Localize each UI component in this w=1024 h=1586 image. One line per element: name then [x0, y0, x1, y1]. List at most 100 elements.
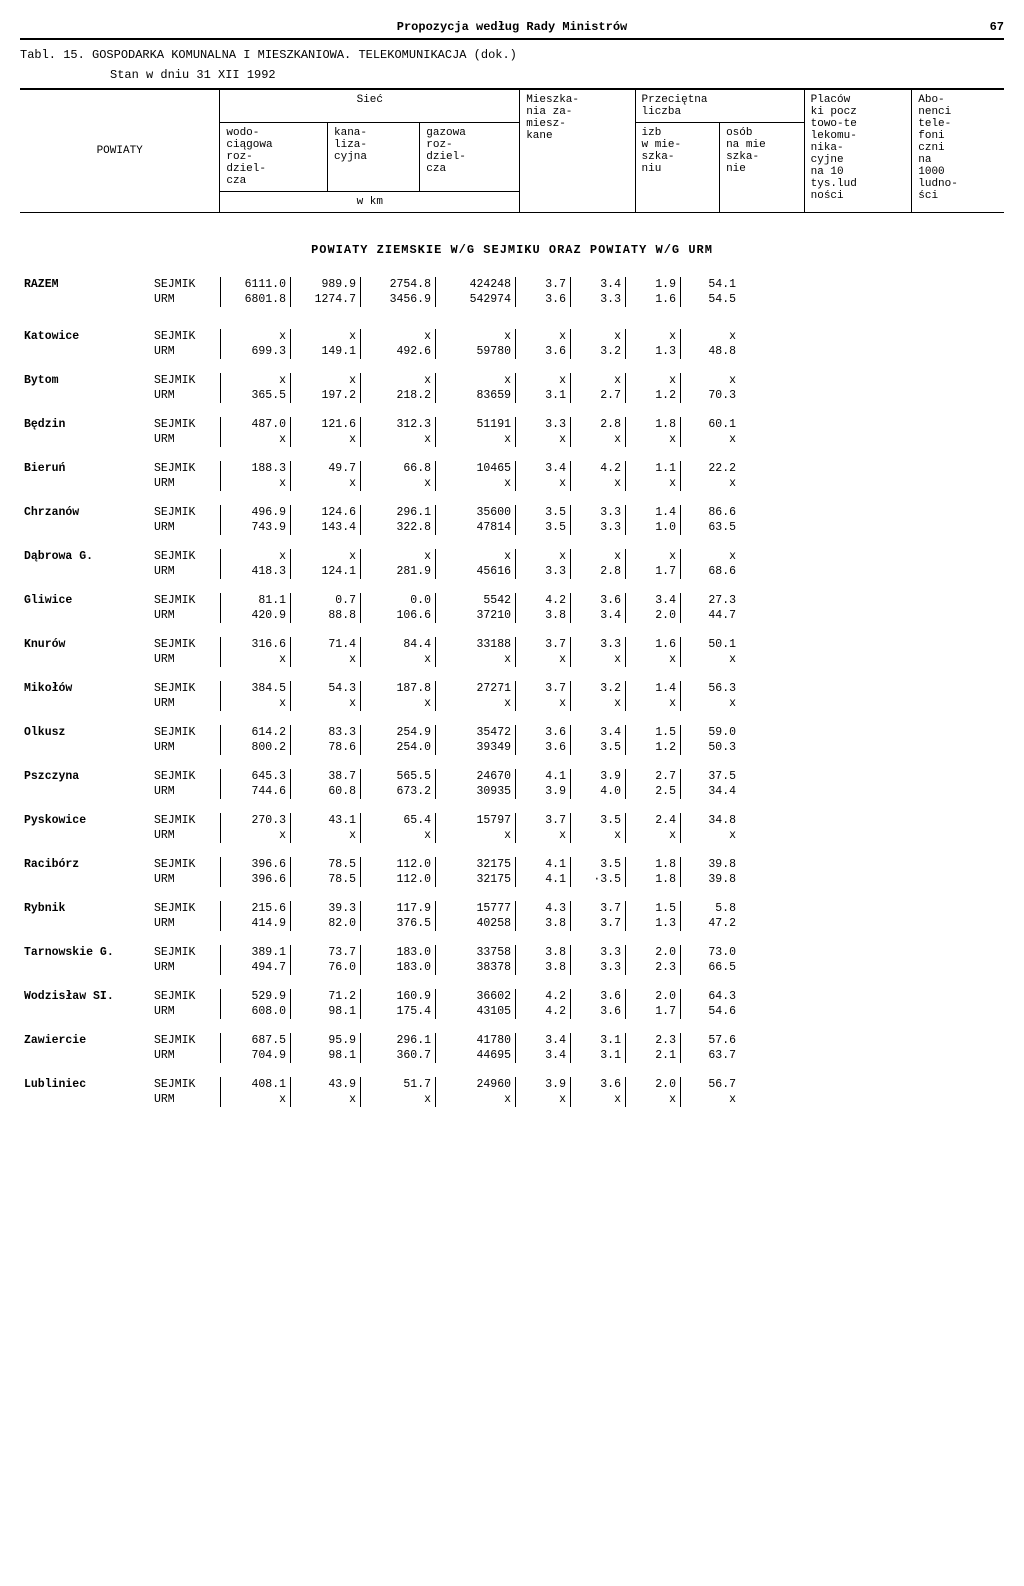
row-spacer [20, 1063, 740, 1077]
hdr-izb: izb w mie- szka- niu [635, 123, 720, 213]
row-name-empty [20, 564, 150, 579]
data-cell: 743.9 [220, 520, 290, 535]
page-title: Propozycja według Rady Ministrów [60, 20, 964, 34]
data-cell: 83.3 [290, 725, 360, 740]
row-name: Katowice [20, 329, 150, 344]
row-spacer [20, 755, 740, 769]
data-cell: 3.3 [570, 292, 625, 307]
data-cell: 3.1 [515, 388, 570, 403]
data-cell: 48.8 [680, 344, 740, 359]
hdr-kana: kana- liza- cyjna [328, 123, 420, 192]
data-cell: x [220, 373, 290, 388]
data-cell: 56.3 [680, 681, 740, 696]
hdr-osob: osób na mie szka- nie [720, 123, 805, 213]
data-cell: 487.0 [220, 417, 290, 432]
data-cell: x [515, 373, 570, 388]
data-cell: x [290, 549, 360, 564]
data-cell: 296.1 [360, 1033, 435, 1048]
data-cell: 78.6 [290, 740, 360, 755]
data-cell: 34.8 [680, 813, 740, 828]
data-cell: 39349 [435, 740, 515, 755]
row-spacer [20, 975, 740, 989]
data-cell: 47814 [435, 520, 515, 535]
data-cell: 88.8 [290, 608, 360, 623]
variant-label: URM [150, 564, 220, 579]
data-cell: 1.8 [625, 417, 680, 432]
data-cell: 3.3 [570, 945, 625, 960]
data-cell: x [435, 373, 515, 388]
row-name: RAZEM [20, 277, 150, 292]
data-cell: x [515, 696, 570, 711]
data-cell: x [290, 1092, 360, 1107]
data-cell: 84.4 [360, 637, 435, 652]
data-cell: 3.1 [570, 1048, 625, 1063]
table-caption-1: Tabl. 15. GOSPODARKA KOMUNALNA I MIESZKA… [20, 48, 1004, 62]
data-cell: x [515, 1092, 570, 1107]
row-name: Mikołów [20, 681, 150, 696]
row-spacer [20, 799, 740, 813]
row-spacer [20, 623, 740, 637]
data-cell: 215.6 [220, 901, 290, 916]
variant-label: URM [150, 872, 220, 887]
row-spacer [20, 931, 740, 945]
data-cell: x [625, 828, 680, 843]
data-cell: x [290, 329, 360, 344]
data-cell: 63.5 [680, 520, 740, 535]
data-cell: x [360, 1092, 435, 1107]
data-cell: 2.8 [570, 564, 625, 579]
data-cell: 312.3 [360, 417, 435, 432]
data-cell: 1.8 [625, 857, 680, 872]
row-spacer [20, 447, 740, 461]
row-name-empty [20, 388, 150, 403]
data-cell: x [680, 549, 740, 564]
data-cell: 78.5 [290, 872, 360, 887]
data-cell: x [290, 828, 360, 843]
variant-label: SEJMIK [150, 813, 220, 828]
data-cell: x [435, 1092, 515, 1107]
row-spacer [20, 1019, 740, 1033]
page-header: Propozycja według Rady Ministrów 67 [20, 20, 1004, 40]
row-name-empty [20, 476, 150, 491]
data-cell: 78.5 [290, 857, 360, 872]
data-cell: x [360, 329, 435, 344]
data-cell: x [680, 476, 740, 491]
data-cell: 3.9 [515, 784, 570, 799]
data-cell: 254.0 [360, 740, 435, 755]
data-cell: 38378 [435, 960, 515, 975]
data-cell: 121.6 [290, 417, 360, 432]
data-cell: x [680, 432, 740, 447]
variant-label: URM [150, 476, 220, 491]
data-cell: 3.9 [570, 769, 625, 784]
variant-label: SEJMIK [150, 417, 220, 432]
row-name: Racibórz [20, 857, 150, 872]
data-cell: 3.4 [625, 593, 680, 608]
data-cell: x [570, 476, 625, 491]
data-cell: 38.7 [290, 769, 360, 784]
data-cell: 494.7 [220, 960, 290, 975]
variant-label: URM [150, 608, 220, 623]
data-cell: 40258 [435, 916, 515, 931]
data-cell: 418.3 [220, 564, 290, 579]
data-cell: 1.1 [625, 461, 680, 476]
data-cell: 54.6 [680, 1004, 740, 1019]
data-cell: 420.9 [220, 608, 290, 623]
row-name-empty [20, 432, 150, 447]
data-cell: x [570, 329, 625, 344]
data-cell: x [435, 432, 515, 447]
data-cell: 3.6 [570, 593, 625, 608]
data-cell: 3.8 [515, 916, 570, 931]
data-cell: x [435, 828, 515, 843]
data-cell: 24960 [435, 1077, 515, 1092]
data-cell: 82.0 [290, 916, 360, 931]
data-cell: 800.2 [220, 740, 290, 755]
data-cell: 614.2 [220, 725, 290, 740]
row-spacer [20, 667, 740, 681]
data-cell: 188.3 [220, 461, 290, 476]
hdr-abon: Abo- nenci tele- foni czni na 1000 ludno… [912, 90, 1004, 213]
data-cell: 3.3 [570, 960, 625, 975]
data-cell: 365.5 [220, 388, 290, 403]
data-cell: 49.7 [290, 461, 360, 476]
data-cell: x [570, 549, 625, 564]
data-cell: 15777 [435, 901, 515, 916]
data-cell: 60.1 [680, 417, 740, 432]
